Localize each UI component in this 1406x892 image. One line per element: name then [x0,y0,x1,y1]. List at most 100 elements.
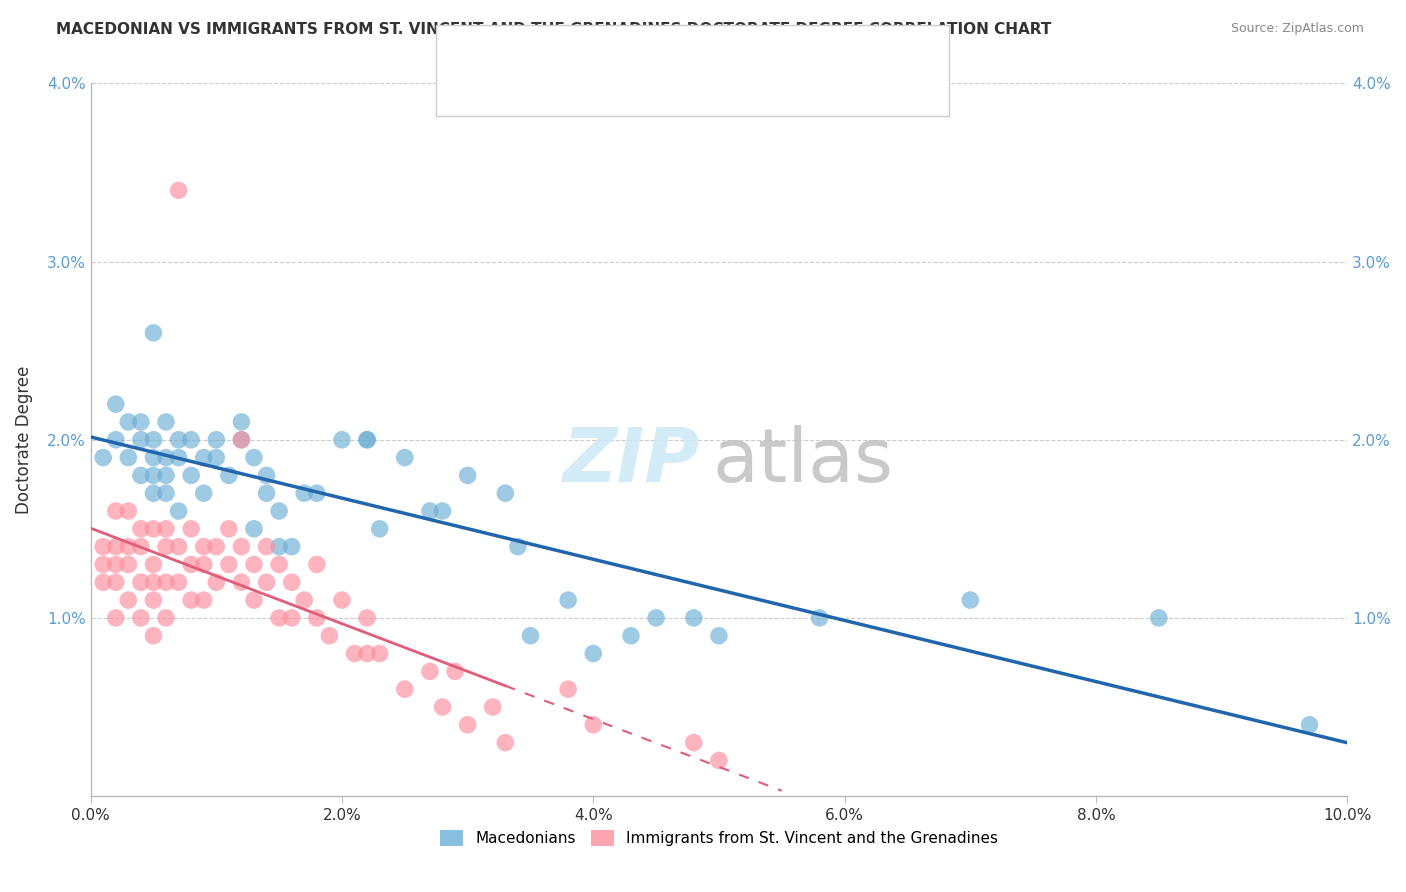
Text: R = -0.338: R = -0.338 [496,83,593,101]
Point [180,593,202,607]
Point [494,736,516,750]
Point [645,611,668,625]
Y-axis label: Doctorate Degree: Doctorate Degree [15,366,32,514]
Point [582,647,605,661]
Point [129,415,152,429]
Point [129,522,152,536]
Point [269,558,291,572]
Point [180,468,202,483]
Point [231,433,253,447]
Point [104,611,127,625]
Point [142,468,165,483]
Point [419,504,441,518]
Point [193,486,215,500]
Point [155,486,177,500]
Point [682,736,704,750]
Point [167,183,190,197]
Point [808,611,831,625]
Point [104,504,127,518]
Point [117,540,139,554]
Point [305,558,328,572]
Point [356,611,378,625]
Point [356,433,378,447]
Point [167,433,190,447]
Point [155,450,177,465]
Point [269,504,291,518]
Point [155,522,177,536]
Point [280,611,302,625]
Point [256,468,278,483]
Point [343,647,366,661]
Point [231,540,253,554]
Text: R = -0.486: R = -0.486 [496,42,593,60]
Point [432,700,454,714]
Point [117,593,139,607]
Point [256,540,278,554]
Point [155,575,177,590]
Point [280,540,302,554]
Legend: Macedonians, Immigrants from St. Vincent and the Grenadines: Macedonians, Immigrants from St. Vincent… [434,824,1004,853]
Point [91,540,114,554]
Point [117,504,139,518]
Point [129,468,152,483]
Text: MACEDONIAN VS IMMIGRANTS FROM ST. VINCENT AND THE GRENADINES DOCTORATE DEGREE CO: MACEDONIAN VS IMMIGRANTS FROM ST. VINCEN… [56,22,1052,37]
Point [142,326,165,340]
Point [682,611,704,625]
Point [167,540,190,554]
Point [142,629,165,643]
Point [142,450,165,465]
Point [205,575,228,590]
Point [180,522,202,536]
Point [557,593,579,607]
Point [243,558,266,572]
Point [368,522,391,536]
Point [419,665,441,679]
Point [155,540,177,554]
Point [167,450,190,465]
Point [432,504,454,518]
Point [318,629,340,643]
Point [256,575,278,590]
Point [104,575,127,590]
Point [129,540,152,554]
Point [1147,611,1170,625]
Point [91,450,114,465]
Text: atlas: atlas [713,425,894,498]
Point [356,433,378,447]
Point [269,611,291,625]
Point [707,629,730,643]
Point [205,433,228,447]
Point [269,540,291,554]
Point [104,433,127,447]
Point [582,718,605,732]
Point [368,647,391,661]
Point [155,415,177,429]
Point [129,575,152,590]
Point [155,468,177,483]
Point [142,593,165,607]
Point [305,486,328,500]
Point [193,450,215,465]
Point [243,593,266,607]
Point [91,558,114,572]
Point [91,575,114,590]
Point [142,522,165,536]
Point [193,593,215,607]
Point [557,682,579,697]
Point [129,611,152,625]
Point [481,700,503,714]
Point [243,450,266,465]
Point [218,468,240,483]
Point [1298,718,1320,732]
Point [104,540,127,554]
Point [167,504,190,518]
Point [280,575,302,590]
Text: N = 69: N = 69 [689,83,751,101]
Text: ZIP: ZIP [562,425,700,498]
Point [243,522,266,536]
Point [142,575,165,590]
Point [444,665,467,679]
Point [117,558,139,572]
Point [620,629,643,643]
Point [104,558,127,572]
